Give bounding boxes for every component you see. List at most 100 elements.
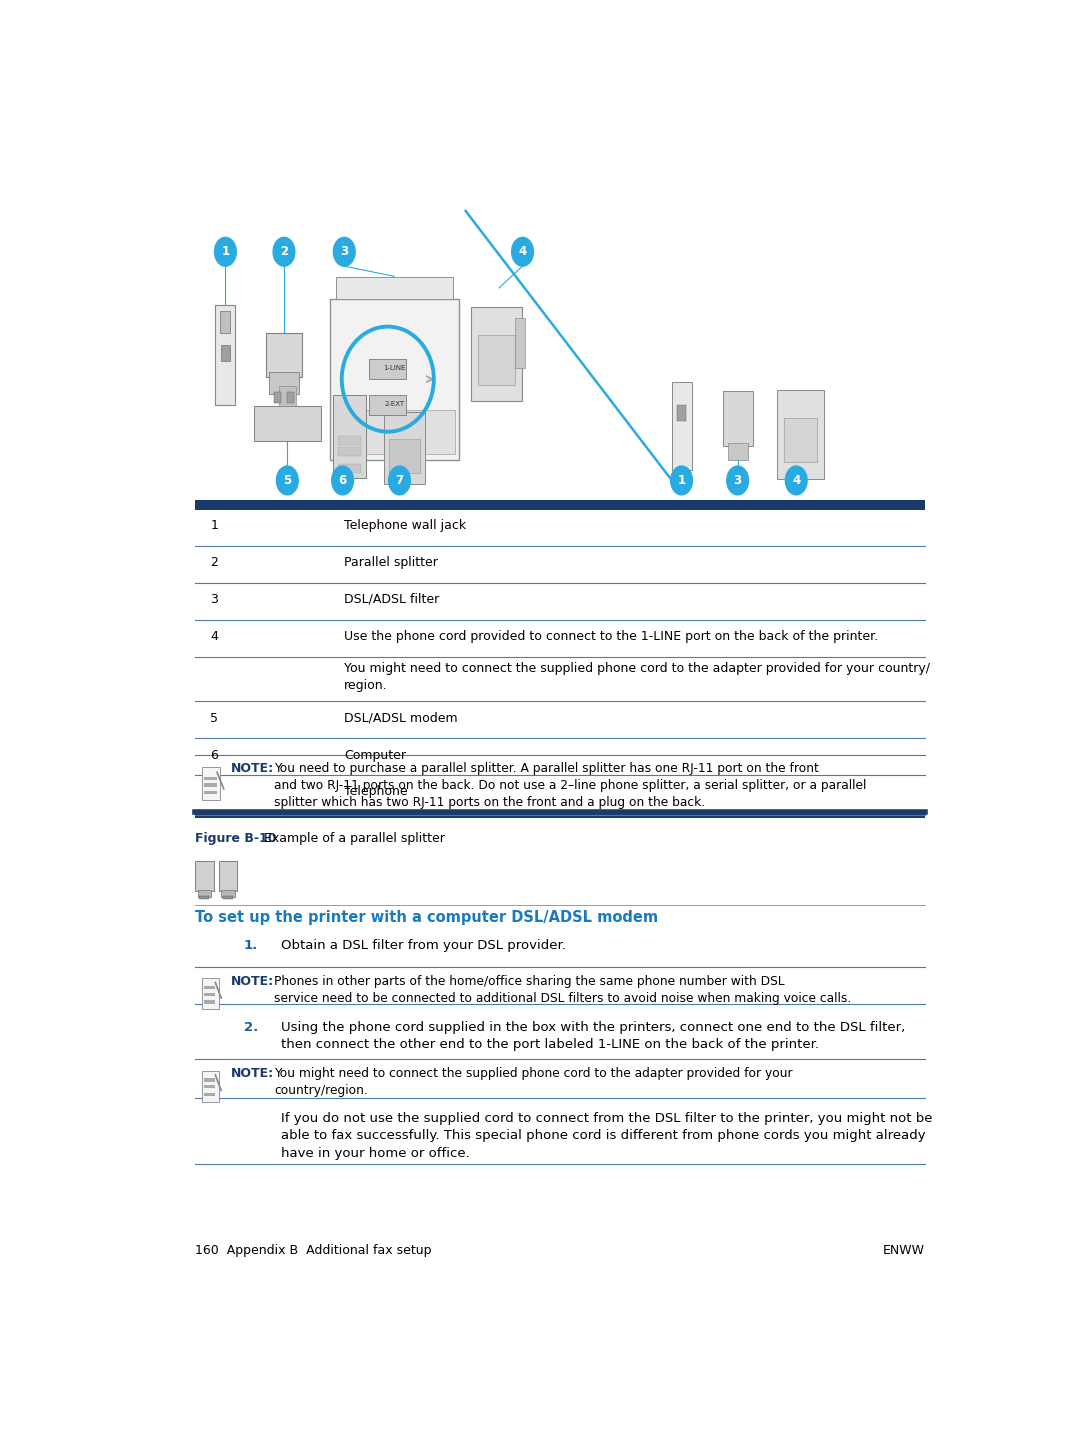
Bar [266, 333, 302, 376]
Text: ENWW: ENWW [883, 1244, 926, 1257]
Text: 5: 5 [283, 474, 292, 487]
Text: 2-EXT: 2-EXT [384, 401, 405, 407]
Text: 4: 4 [211, 629, 218, 642]
Text: To set up the printer with a computer DSL/ADSL modem: To set up the printer with a computer DS… [195, 910, 659, 925]
Bar [202, 979, 218, 1009]
Text: 1: 1 [221, 246, 229, 259]
Text: 1: 1 [211, 519, 218, 532]
Bar [195, 861, 214, 891]
Bar [221, 890, 234, 897]
Text: 1: 1 [677, 474, 686, 487]
Circle shape [785, 466, 807, 494]
Circle shape [334, 237, 355, 266]
Text: You need to purchase a parallel splitter. A parallel splitter has one RJ-11 port: You need to purchase a parallel splitter… [274, 762, 866, 809]
Bar [200, 895, 210, 900]
Bar [472, 308, 522, 401]
Text: You might need to connect the supplied phone cord to the adapter provided for yo: You might need to connect the supplied p… [274, 1068, 793, 1098]
Text: Obtain a DSL filter from your DSL provider.: Obtain a DSL filter from your DSL provid… [282, 940, 566, 953]
Circle shape [389, 466, 410, 494]
Text: If you do not use the supplied cord to connect from the DSL filter to the printe: If you do not use the supplied cord to c… [282, 1112, 933, 1160]
Bar [202, 1071, 218, 1102]
Text: DSL/ADSL filter: DSL/ADSL filter [345, 593, 440, 606]
Bar [221, 345, 230, 361]
Circle shape [671, 466, 692, 494]
Bar [204, 986, 215, 989]
Text: Example of a parallel splitter: Example of a parallel splitter [264, 832, 445, 845]
Bar [383, 412, 426, 484]
Bar [279, 387, 296, 405]
Bar [222, 895, 233, 900]
Text: 1.: 1. [244, 940, 258, 953]
Bar [254, 405, 321, 441]
Text: 3: 3 [733, 474, 742, 487]
Bar [204, 1092, 215, 1096]
Bar [204, 783, 217, 786]
Text: 2: 2 [280, 246, 288, 259]
Bar [338, 447, 361, 456]
Bar [204, 792, 217, 795]
Text: DSL/ADSL modem: DSL/ADSL modem [345, 711, 458, 724]
Bar [334, 410, 455, 454]
Bar [333, 395, 366, 479]
Bar [369, 395, 406, 414]
Text: 7: 7 [395, 474, 404, 487]
Text: NOTE:: NOTE: [230, 762, 273, 776]
Circle shape [273, 237, 295, 266]
Bar [338, 435, 361, 445]
Bar [204, 1078, 215, 1082]
Circle shape [276, 466, 298, 494]
Text: 3: 3 [340, 246, 349, 259]
Text: Phones in other parts of the home/office sharing the same phone number with DSL
: Phones in other parts of the home/office… [274, 974, 851, 1004]
Bar [329, 299, 459, 460]
Text: Telephone: Telephone [345, 786, 408, 799]
Bar [204, 776, 217, 780]
Bar [220, 310, 230, 333]
Text: 5: 5 [211, 711, 218, 724]
Bar [269, 372, 299, 394]
Bar [204, 1085, 215, 1088]
Bar [202, 767, 220, 800]
Bar [204, 1000, 215, 1003]
Bar [215, 305, 235, 405]
Bar [369, 359, 406, 379]
Text: 6: 6 [338, 474, 347, 487]
Bar [784, 418, 818, 463]
Circle shape [215, 237, 237, 266]
Text: 4: 4 [518, 246, 527, 259]
Bar [198, 890, 212, 897]
Bar [195, 810, 926, 818]
Circle shape [512, 237, 534, 266]
Bar [728, 443, 747, 460]
Bar [390, 440, 419, 473]
Text: Parallel splitter: Parallel splitter [345, 556, 438, 569]
Text: Use the phone cord provided to connect to the 1-LINE port on the back of the pri: Use the phone cord provided to connect t… [345, 629, 878, 642]
Bar [478, 335, 515, 385]
Text: You might need to connect the supplied phone cord to the adapter provided for yo: You might need to connect the supplied p… [345, 661, 930, 693]
Text: 6: 6 [211, 749, 218, 762]
Text: 1-LINE: 1-LINE [383, 365, 406, 371]
Bar [677, 405, 686, 421]
Text: 7: 7 [211, 786, 218, 799]
Bar [777, 391, 824, 479]
Bar [195, 500, 926, 510]
Bar [204, 993, 215, 996]
Text: NOTE:: NOTE: [230, 1068, 273, 1081]
Bar [218, 861, 238, 891]
Text: Using the phone cord supplied in the box with the printers, connect one end to t: Using the phone cord supplied in the box… [282, 1020, 906, 1050]
Bar [287, 392, 294, 402]
Bar [338, 464, 361, 473]
Text: 2: 2 [211, 556, 218, 569]
Text: Computer: Computer [345, 749, 406, 762]
Text: 2.: 2. [244, 1020, 258, 1035]
Text: 4: 4 [792, 474, 800, 487]
Bar [723, 391, 753, 445]
Circle shape [332, 466, 353, 494]
Text: 3: 3 [211, 593, 218, 606]
Circle shape [727, 466, 748, 494]
Text: NOTE:: NOTE: [230, 974, 273, 987]
Bar [274, 392, 281, 402]
Bar [672, 382, 691, 470]
Text: Figure B-10: Figure B-10 [195, 832, 276, 845]
Text: 160  Appendix B  Additional fax setup: 160 Appendix B Additional fax setup [195, 1244, 432, 1257]
Bar [336, 277, 453, 299]
